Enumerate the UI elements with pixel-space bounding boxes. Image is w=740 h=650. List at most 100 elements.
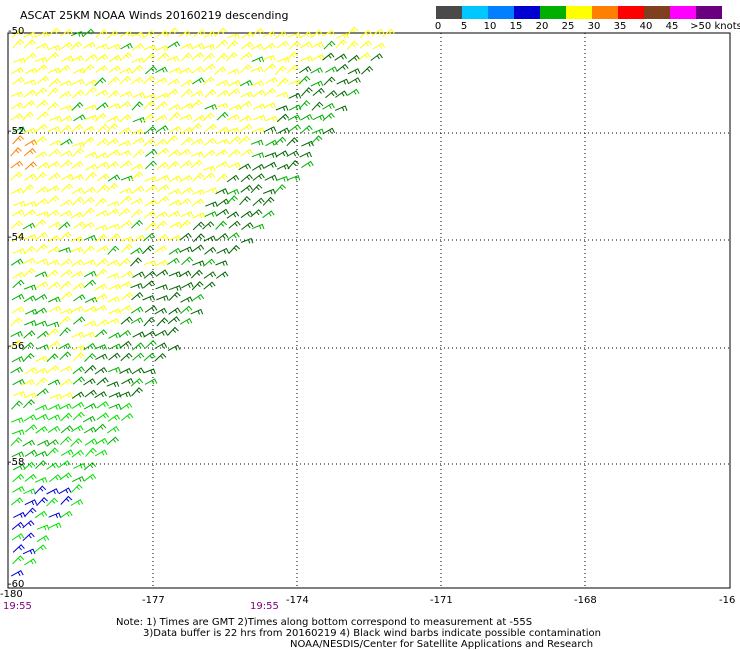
wind-barb bbox=[240, 51, 253, 61]
wind-barb bbox=[167, 78, 180, 86]
wind-barb bbox=[47, 340, 61, 349]
wind-barb bbox=[167, 316, 180, 325]
wind-barb bbox=[37, 161, 50, 170]
wind-barb bbox=[178, 198, 192, 206]
wind-barb bbox=[35, 460, 48, 469]
wind-barb bbox=[192, 114, 206, 123]
wind-barb bbox=[322, 112, 335, 122]
wind-barb bbox=[252, 103, 266, 110]
wind-barb bbox=[166, 27, 179, 37]
wind-barb bbox=[299, 41, 313, 49]
wind-barb bbox=[24, 139, 38, 147]
wind-barb bbox=[239, 79, 253, 87]
wind-barb bbox=[118, 258, 131, 267]
wind-barb bbox=[191, 52, 204, 61]
wind-barb bbox=[106, 259, 120, 267]
wind-barb bbox=[130, 257, 142, 267]
wind-barb bbox=[11, 429, 25, 435]
wind-barb bbox=[34, 544, 47, 553]
wind-barb bbox=[35, 404, 48, 411]
wind-barb bbox=[107, 296, 120, 303]
wind-barb bbox=[154, 342, 168, 349]
wind-barb bbox=[22, 257, 36, 264]
wind-barb bbox=[70, 124, 84, 133]
wind-barb bbox=[34, 219, 47, 228]
wind-barb bbox=[13, 57, 26, 64]
wind-barb bbox=[24, 558, 37, 566]
wind-barb bbox=[310, 135, 323, 145]
wind-barb bbox=[49, 139, 62, 146]
wind-barb bbox=[106, 200, 120, 207]
wind-barb bbox=[336, 78, 350, 85]
wind-barb bbox=[48, 512, 62, 519]
wind-barb bbox=[118, 127, 132, 135]
wind-barb bbox=[191, 294, 205, 302]
wind-barb bbox=[181, 136, 194, 146]
wind-barb bbox=[155, 220, 168, 230]
wind-barb bbox=[154, 352, 167, 362]
wind-barb bbox=[155, 66, 168, 74]
wind-barb bbox=[287, 175, 301, 181]
wind-barb bbox=[60, 291, 73, 301]
wind-barb bbox=[61, 173, 74, 181]
legend-units: >50 knots bbox=[690, 21, 740, 32]
wind-barb bbox=[216, 89, 230, 98]
wind-barb bbox=[202, 52, 215, 62]
wind-barb bbox=[11, 533, 25, 541]
wind-barb bbox=[323, 76, 336, 86]
wind-barb bbox=[83, 234, 97, 241]
wind-barb bbox=[227, 114, 240, 121]
wind-barb bbox=[95, 210, 109, 217]
wind-barb bbox=[168, 104, 181, 111]
wind-barb bbox=[60, 41, 73, 50]
wind-barb bbox=[107, 149, 120, 157]
wind-barb bbox=[335, 90, 348, 98]
wind-barb bbox=[179, 219, 192, 230]
wind-barb bbox=[145, 149, 158, 157]
wind-barb bbox=[46, 259, 60, 266]
wind-barb bbox=[156, 184, 170, 193]
wind-barb bbox=[36, 75, 50, 84]
wind-barb bbox=[34, 293, 48, 301]
wind-barb bbox=[119, 52, 132, 62]
wind-barb bbox=[251, 27, 265, 36]
wind-barb bbox=[215, 260, 228, 266]
wind-barb bbox=[82, 415, 96, 423]
wind-barb bbox=[143, 53, 156, 63]
lat-tick-label: -52 bbox=[8, 126, 25, 137]
wind-barb bbox=[23, 488, 36, 495]
legend-label: 20 bbox=[535, 21, 549, 32]
wind-barb bbox=[310, 67, 323, 74]
wind-barb bbox=[215, 161, 229, 169]
wind-barb bbox=[34, 57, 48, 63]
wind-barb bbox=[94, 293, 108, 301]
wind-barb bbox=[156, 52, 169, 61]
wind-barb bbox=[359, 40, 372, 49]
wind-barb bbox=[96, 400, 109, 409]
wind-barb bbox=[226, 195, 238, 205]
wind-barb bbox=[214, 66, 227, 75]
wind-barb bbox=[143, 368, 156, 375]
wind-barb bbox=[11, 29, 24, 38]
wind-barb bbox=[106, 425, 120, 434]
wind-barb bbox=[132, 148, 145, 159]
wind-barb bbox=[59, 472, 72, 481]
wind-barb bbox=[275, 92, 289, 98]
wind-barb bbox=[119, 114, 132, 123]
wind-barb bbox=[48, 404, 61, 411]
wind-barb bbox=[35, 186, 49, 194]
wind-barb bbox=[83, 342, 97, 351]
wind-barb bbox=[48, 296, 61, 303]
wind-barb bbox=[10, 339, 23, 349]
wind-barb bbox=[106, 381, 120, 387]
wind-barb bbox=[325, 66, 338, 73]
wind-barb bbox=[10, 147, 22, 157]
wind-barb bbox=[250, 139, 264, 146]
wind-barb bbox=[118, 150, 131, 157]
wind-barb bbox=[23, 89, 37, 98]
wind-barb bbox=[35, 425, 48, 434]
wind-barb bbox=[179, 114, 193, 120]
wind-barb bbox=[35, 232, 48, 241]
wind-barb bbox=[12, 544, 25, 553]
